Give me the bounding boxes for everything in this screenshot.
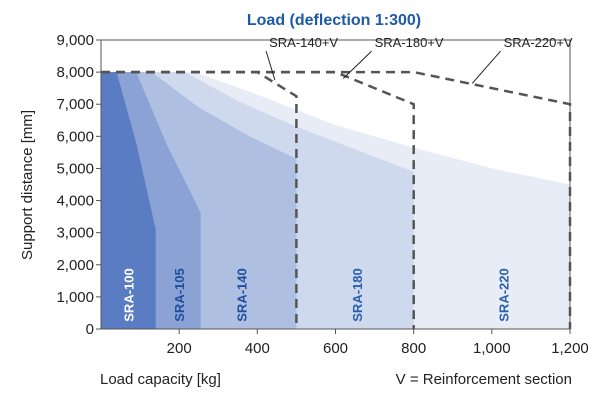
- x-tick-label: 200: [167, 340, 192, 357]
- region-label-sra-100: SRA-100: [121, 268, 136, 321]
- region-label-sra-140: SRA-140: [235, 268, 250, 321]
- y-tick-label: 2,000: [56, 257, 94, 274]
- leader-sra-180-v: [342, 50, 372, 79]
- x-tick-label: 1,000: [473, 340, 511, 357]
- y-tick-label: 0: [86, 321, 94, 338]
- reinforcement-limit-lines: [101, 70, 572, 329]
- leader-sra-220-v: [471, 50, 501, 84]
- area-sra-100: [101, 72, 156, 329]
- limit-line-sra-220-v: [101, 70, 572, 329]
- region-labels: SRA-220 SRA-180 SRA-140 SRA-105 SRA-100: [121, 268, 511, 321]
- y-tick-label: 3,000: [56, 225, 94, 242]
- x-axis-label: Load capacity [kg]: [100, 371, 221, 388]
- region-label-sra-105: SRA-105: [172, 268, 187, 321]
- x-tick-label: 800: [401, 340, 426, 357]
- y-axis-ticks: 0 1,000 2,000 3,000 4,000 5,000 6,000 7,000 8,00…: [56, 32, 101, 338]
- y-tick-label: 7,000: [56, 96, 94, 113]
- x-tick-label: 600: [323, 340, 348, 357]
- y-tick-label: 6,000: [56, 128, 94, 145]
- y-tick-label: 4,000: [56, 193, 94, 210]
- chart-title: Load (deflection 1:300): [247, 12, 421, 29]
- annotation-sra-220-v: SRA-220+V: [504, 35, 573, 50]
- y-tick-label: 8,000: [56, 64, 94, 81]
- reinforcement-note: V = Reinforcement section: [396, 371, 572, 388]
- leader-sra-140-v: [265, 50, 276, 81]
- region-label-sra-180: SRA-180: [350, 268, 365, 321]
- reinforcement-annotations: SRA-140+V SRA-180+V SRA-220+V: [265, 35, 573, 84]
- x-tick-label: 1,200: [551, 340, 589, 357]
- annotation-sra-140-v: SRA-140+V: [269, 35, 338, 50]
- y-tick-label: 9,000: [56, 32, 94, 49]
- x-axis-ticks: 200 400 600 800 1,000 1,200: [167, 329, 589, 357]
- y-tick-label: 5,000: [56, 160, 94, 177]
- y-axis-label: Support distance [mm]: [19, 110, 36, 260]
- annotation-sra-180-v: SRA-180+V: [375, 35, 444, 50]
- region-label-sra-220: SRA-220: [497, 268, 512, 321]
- y-tick-label: 1,000: [56, 289, 94, 306]
- limit-line-sra-180-v: [101, 70, 415, 329]
- area-layers: [101, 72, 570, 329]
- x-tick-label: 400: [245, 340, 270, 357]
